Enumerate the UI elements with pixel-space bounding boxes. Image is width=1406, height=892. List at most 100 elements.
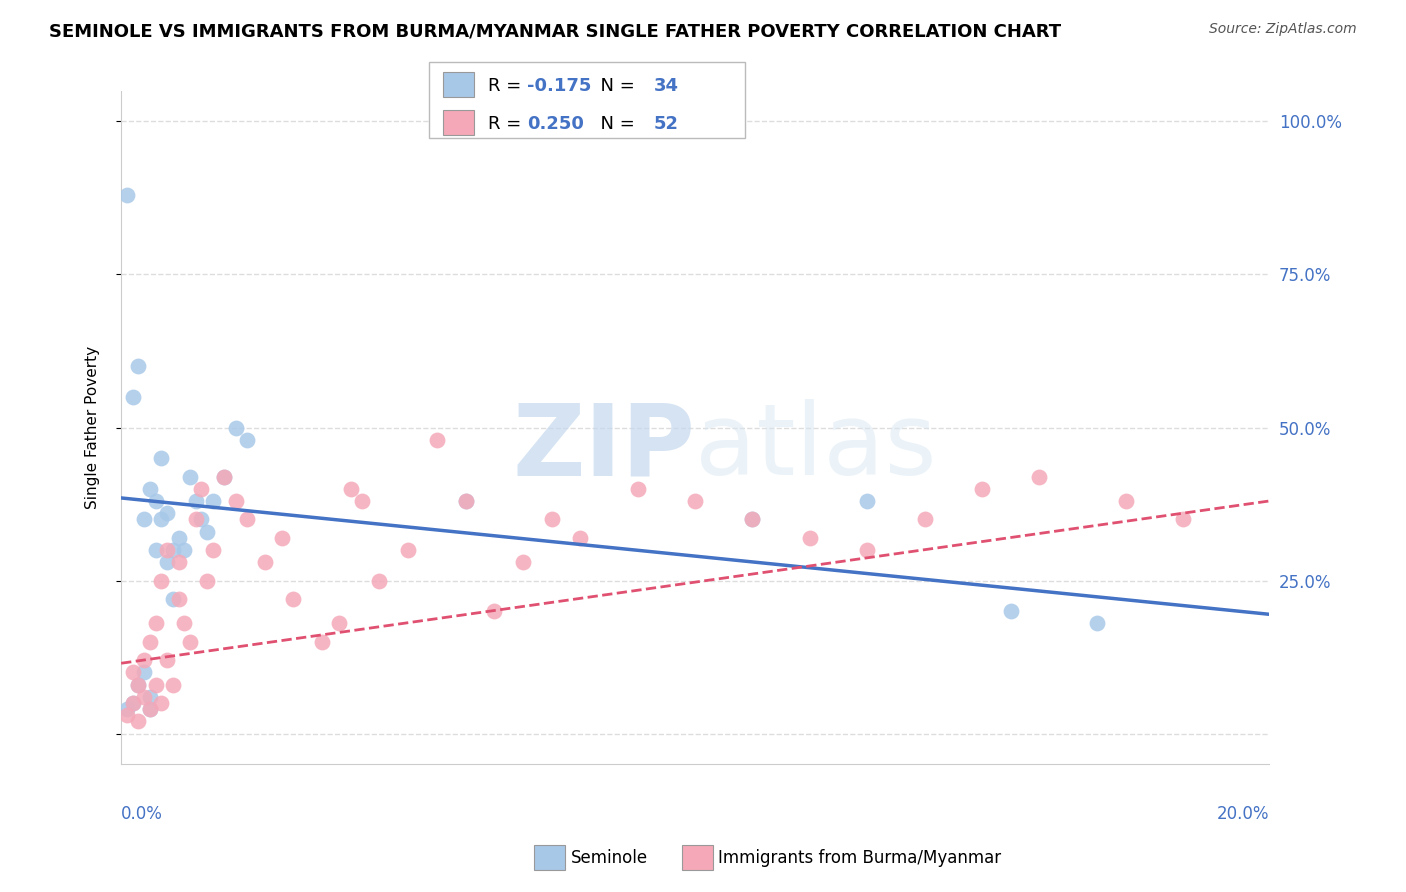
- Point: [132, 653, 155, 667]
- Point: [512, 555, 534, 569]
- Point: [540, 512, 562, 526]
- Point: [127, 678, 149, 692]
- Point: [156, 653, 179, 667]
- Text: 20.0%: 20.0%: [1216, 805, 1270, 822]
- Text: ZIP: ZIP: [512, 400, 695, 496]
- Text: 0.250: 0.250: [527, 115, 583, 133]
- Text: Immigrants from Burma/Myanmar: Immigrants from Burma/Myanmar: [718, 849, 1001, 867]
- Point: [311, 635, 333, 649]
- Point: [150, 512, 173, 526]
- Point: [1171, 512, 1194, 526]
- Point: [1115, 494, 1137, 508]
- Point: [741, 512, 763, 526]
- Point: [132, 690, 155, 704]
- Point: [368, 574, 391, 588]
- Point: [139, 690, 162, 704]
- Point: [225, 420, 247, 434]
- Text: Source: ZipAtlas.com: Source: ZipAtlas.com: [1209, 22, 1357, 37]
- Text: N =: N =: [589, 115, 641, 133]
- Point: [167, 555, 190, 569]
- Point: [214, 469, 236, 483]
- Text: atlas: atlas: [695, 400, 936, 496]
- Point: [156, 506, 179, 520]
- Point: [856, 543, 879, 558]
- Text: R =: R =: [488, 77, 527, 95]
- Point: [139, 702, 162, 716]
- Text: SEMINOLE VS IMMIGRANTS FROM BURMA/MYANMAR SINGLE FATHER POVERTY CORRELATION CHAR: SEMINOLE VS IMMIGRANTS FROM BURMA/MYANMA…: [49, 22, 1062, 40]
- Point: [121, 390, 143, 404]
- Text: 34: 34: [654, 77, 679, 95]
- Point: [115, 702, 138, 716]
- Point: [156, 555, 179, 569]
- Point: [115, 187, 138, 202]
- Text: R =: R =: [488, 115, 527, 133]
- Point: [167, 531, 190, 545]
- Point: [145, 616, 167, 631]
- Point: [856, 494, 879, 508]
- Point: [1085, 616, 1108, 631]
- Point: [339, 482, 361, 496]
- Point: [179, 469, 201, 483]
- Point: [283, 591, 305, 606]
- Point: [121, 696, 143, 710]
- Point: [190, 482, 212, 496]
- Point: [145, 494, 167, 508]
- Point: [1028, 469, 1050, 483]
- Point: [121, 696, 143, 710]
- Point: [236, 512, 259, 526]
- Point: [190, 512, 212, 526]
- Point: [236, 433, 259, 447]
- Point: [214, 469, 236, 483]
- Text: N =: N =: [589, 77, 641, 95]
- Y-axis label: Single Father Poverty: Single Father Poverty: [86, 346, 100, 509]
- Point: [454, 494, 477, 508]
- Point: [150, 451, 173, 466]
- Point: [139, 635, 162, 649]
- Point: [132, 665, 155, 680]
- Point: [253, 555, 276, 569]
- Point: [454, 494, 477, 508]
- Point: [156, 543, 179, 558]
- Text: -0.175: -0.175: [527, 77, 592, 95]
- Point: [352, 494, 374, 508]
- Point: [184, 494, 207, 508]
- Point: [139, 702, 162, 716]
- Point: [270, 531, 292, 545]
- Point: [184, 512, 207, 526]
- Point: [173, 616, 195, 631]
- Point: [145, 543, 167, 558]
- Point: [799, 531, 821, 545]
- Point: [970, 482, 993, 496]
- Point: [328, 616, 350, 631]
- Point: [914, 512, 936, 526]
- Point: [121, 665, 143, 680]
- Point: [162, 543, 184, 558]
- Point: [225, 494, 247, 508]
- Point: [179, 635, 201, 649]
- Point: [150, 696, 173, 710]
- Point: [201, 494, 224, 508]
- Point: [132, 512, 155, 526]
- Point: [115, 708, 138, 723]
- Point: [195, 574, 218, 588]
- Text: 0.0%: 0.0%: [121, 805, 163, 822]
- Point: [162, 678, 184, 692]
- Point: [139, 482, 162, 496]
- Text: 52: 52: [654, 115, 679, 133]
- Point: [569, 531, 592, 545]
- Point: [683, 494, 706, 508]
- Point: [201, 543, 224, 558]
- Point: [162, 591, 184, 606]
- Point: [627, 482, 650, 496]
- Point: [145, 678, 167, 692]
- Point: [741, 512, 763, 526]
- Point: [127, 714, 149, 729]
- Point: [195, 524, 218, 539]
- Point: [1000, 604, 1022, 618]
- Point: [396, 543, 419, 558]
- Point: [173, 543, 195, 558]
- Point: [127, 359, 149, 374]
- Point: [167, 591, 190, 606]
- Point: [484, 604, 506, 618]
- Text: Seminole: Seminole: [571, 849, 648, 867]
